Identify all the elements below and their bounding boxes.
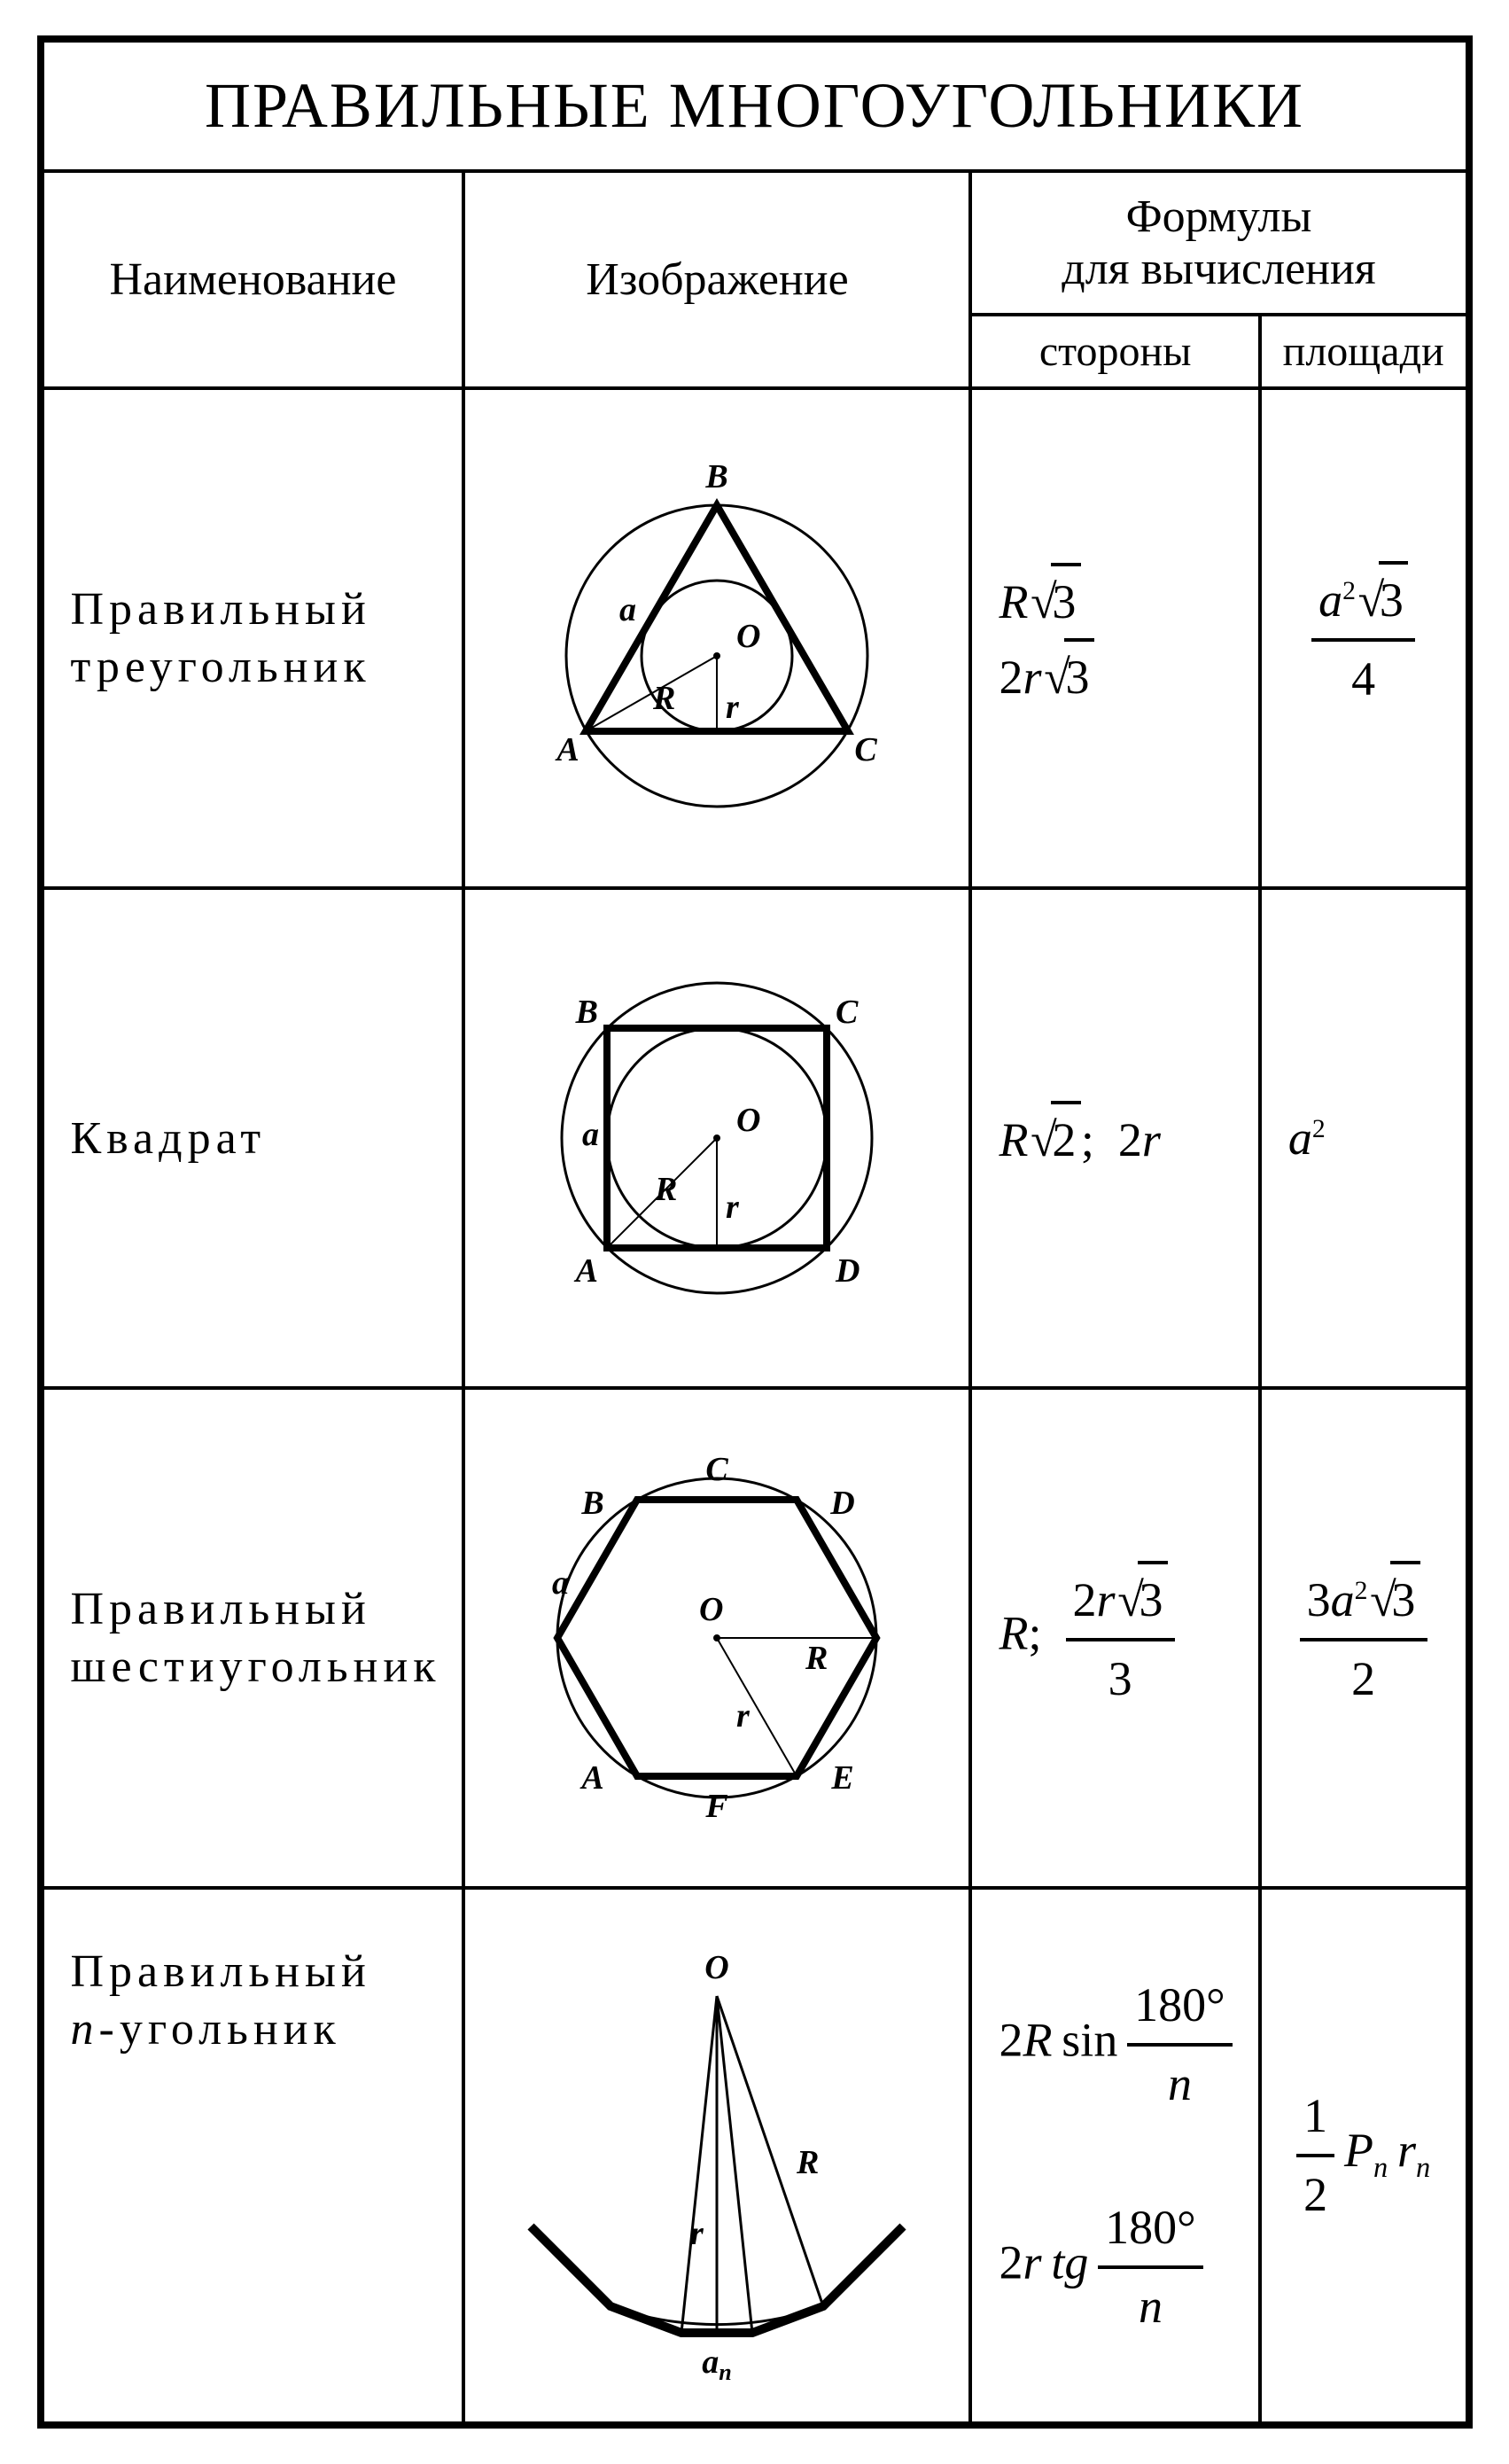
- svg-text:B: B: [581, 1485, 604, 1522]
- polygon-diagram: C B D A E F O R r a: [463, 1388, 970, 1888]
- area-formula: a234: [1260, 388, 1469, 888]
- side-formula: R2; 2r: [970, 888, 1259, 1388]
- polygon-diagram: O R r an: [463, 1888, 970, 2425]
- svg-text:B: B: [705, 458, 728, 495]
- area-formula: 3a232: [1260, 1388, 1469, 1888]
- side-formula: R32r3: [970, 388, 1259, 888]
- side-formula: 2R sin 180°n2r tg 180°n: [970, 1888, 1259, 2425]
- header-name: Наименование: [41, 171, 464, 388]
- svg-text:F: F: [705, 1788, 728, 1825]
- polygon-name: Правильныйшестиугольник: [41, 1388, 464, 1888]
- svg-text:r: r: [726, 1189, 740, 1226]
- svg-text:B: B: [575, 994, 598, 1031]
- svg-text:C: C: [706, 1451, 729, 1488]
- svg-text:A: A: [556, 731, 579, 768]
- svg-text:D: D: [830, 1485, 855, 1522]
- svg-text:E: E: [831, 1759, 854, 1797]
- svg-text:D: D: [835, 1252, 860, 1290]
- table-row: Правильныйшестиугольник C B D A E F O R: [41, 1388, 1469, 1888]
- svg-text:r: r: [690, 2215, 704, 2252]
- hexagon-diagram-icon: C B D A E F O R r a: [504, 1416, 930, 1860]
- svg-text:O: O: [699, 1591, 723, 1628]
- svg-text:r: r: [726, 689, 740, 726]
- polygon-table: ПРАВИЛЬНЫЕ МНОГОУГОЛЬНИКИ Наименование И…: [37, 35, 1473, 2429]
- triangle-diagram-icon: B A C O a R r: [513, 434, 921, 842]
- svg-text:A: A: [580, 1759, 604, 1797]
- svg-text:r: r: [736, 1697, 751, 1735]
- header-image: Изображение: [463, 171, 970, 388]
- polygon-name: Правильныйn-угольник: [41, 1888, 464, 2425]
- side-formula: R; 2r33: [970, 1388, 1259, 1888]
- polygon-name: Правильныйтреугольник: [41, 388, 464, 888]
- ngon-diagram-icon: O R r an: [504, 1925, 930, 2386]
- svg-text:R: R: [652, 680, 675, 717]
- header-side: стороны: [970, 315, 1259, 388]
- svg-text:O: O: [736, 1102, 760, 1139]
- table-row: Правильныйn-угольник O R r an: [41, 1888, 1469, 2425]
- table-title: ПРАВИЛЬНЫЕ МНОГОУГОЛЬНИКИ: [41, 39, 1469, 171]
- polygon-diagram: B C A D O a R r: [463, 888, 970, 1388]
- polygon-name: Квадрат: [41, 888, 464, 1388]
- page: ПРАВИЛЬНЫЕ МНОГОУГОЛЬНИКИ Наименование И…: [37, 35, 1473, 2429]
- svg-text:C: C: [836, 994, 859, 1031]
- svg-text:a: a: [619, 591, 636, 628]
- svg-text:O: O: [705, 1949, 729, 1986]
- table-row: Правильныйтреугольник B A C O a R r: [41, 388, 1469, 888]
- table-row: Квадрат B C A D O a R r R2: [41, 888, 1469, 1388]
- svg-text:R: R: [654, 1171, 677, 1208]
- svg-text:A: A: [574, 1252, 598, 1290]
- svg-text:R: R: [796, 2144, 819, 2181]
- square-diagram-icon: B C A D O a R r: [513, 934, 921, 1342]
- area-formula: 12 Pn rn: [1260, 1888, 1469, 2425]
- polygon-diagram: B A C O a R r: [463, 388, 970, 888]
- svg-text:a: a: [582, 1116, 599, 1153]
- header-formulas: Формулы для вычисления: [970, 171, 1468, 315]
- svg-text:C: C: [855, 731, 878, 768]
- area-formula: a2: [1260, 888, 1469, 1388]
- header-area: площади: [1260, 315, 1469, 388]
- svg-text:an: an: [703, 2343, 732, 2385]
- svg-text:a: a: [552, 1564, 569, 1602]
- svg-text:O: O: [736, 618, 760, 655]
- svg-text:R: R: [805, 1640, 828, 1677]
